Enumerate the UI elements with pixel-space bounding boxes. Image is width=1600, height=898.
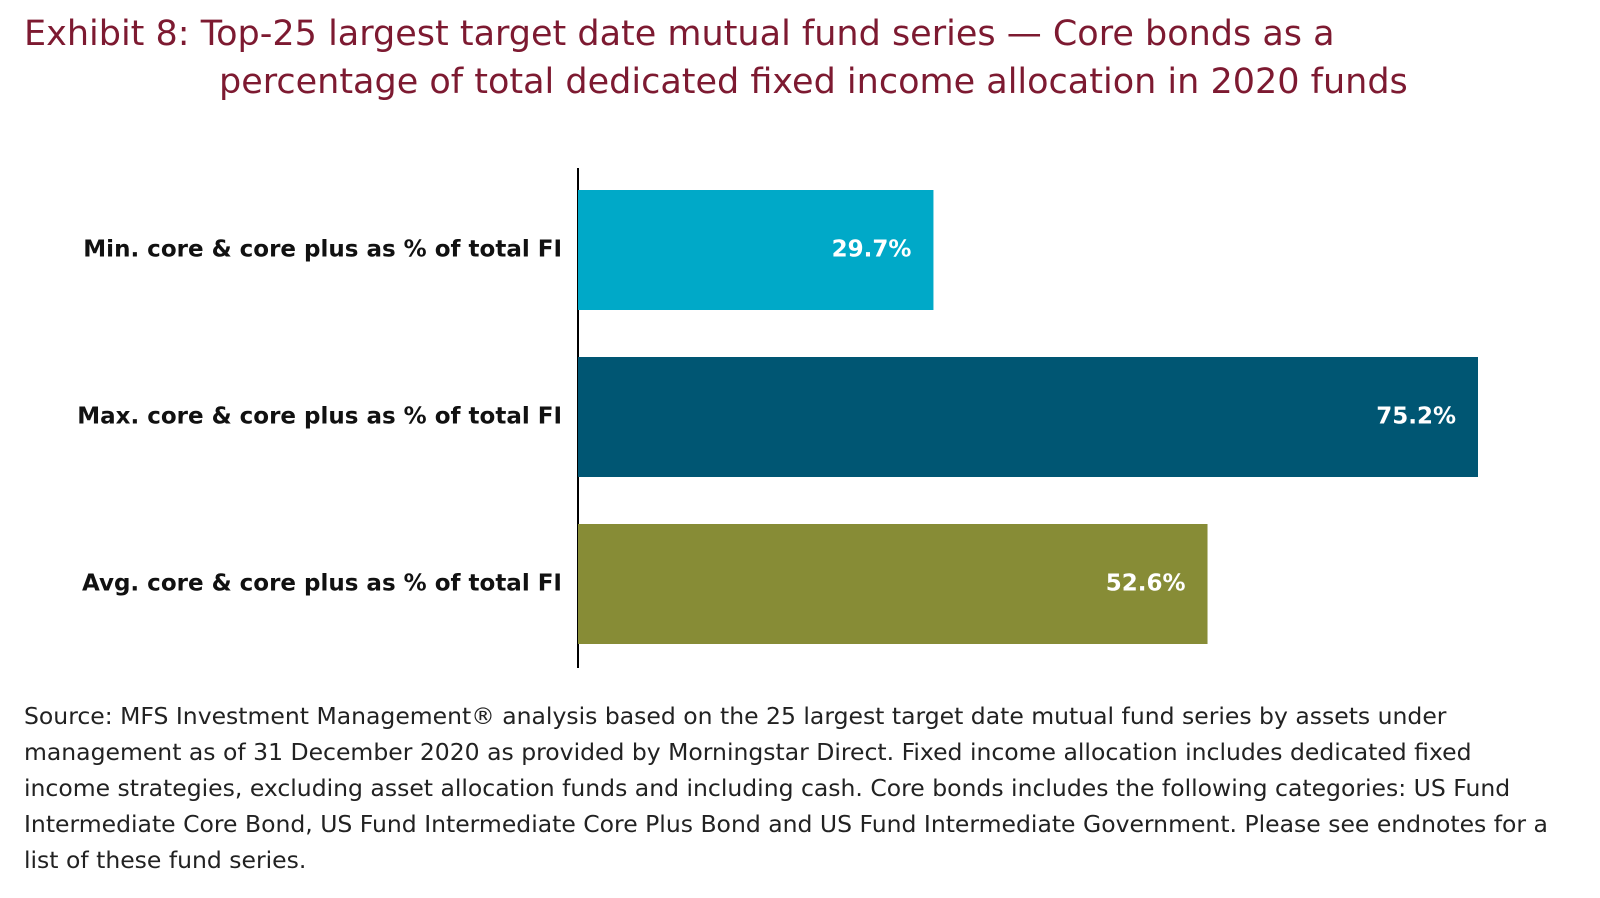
value-label: 52.6%: [1106, 571, 1186, 597]
bar: [578, 524, 1208, 644]
value-label: 29.7%: [832, 237, 912, 263]
y-tick-label: Avg. core & core plus as % of total FI: [82, 571, 562, 597]
chart: Min. core & core plus as % of total FI 29…: [77, 168, 1478, 668]
source-note: Source: MFS Investment Management® analy…: [24, 702, 1548, 874]
bar: [578, 190, 934, 310]
chart-title: Exhibit 8: Top-25 largest target date mu…: [24, 14, 1408, 102]
y-tick-label: Max. core & core plus as % of total FI: [77, 404, 562, 430]
value-label: 75.2%: [1376, 404, 1456, 430]
bar: [578, 357, 1478, 477]
y-tick-label: Min. core & core plus as % of total FI: [83, 237, 562, 263]
